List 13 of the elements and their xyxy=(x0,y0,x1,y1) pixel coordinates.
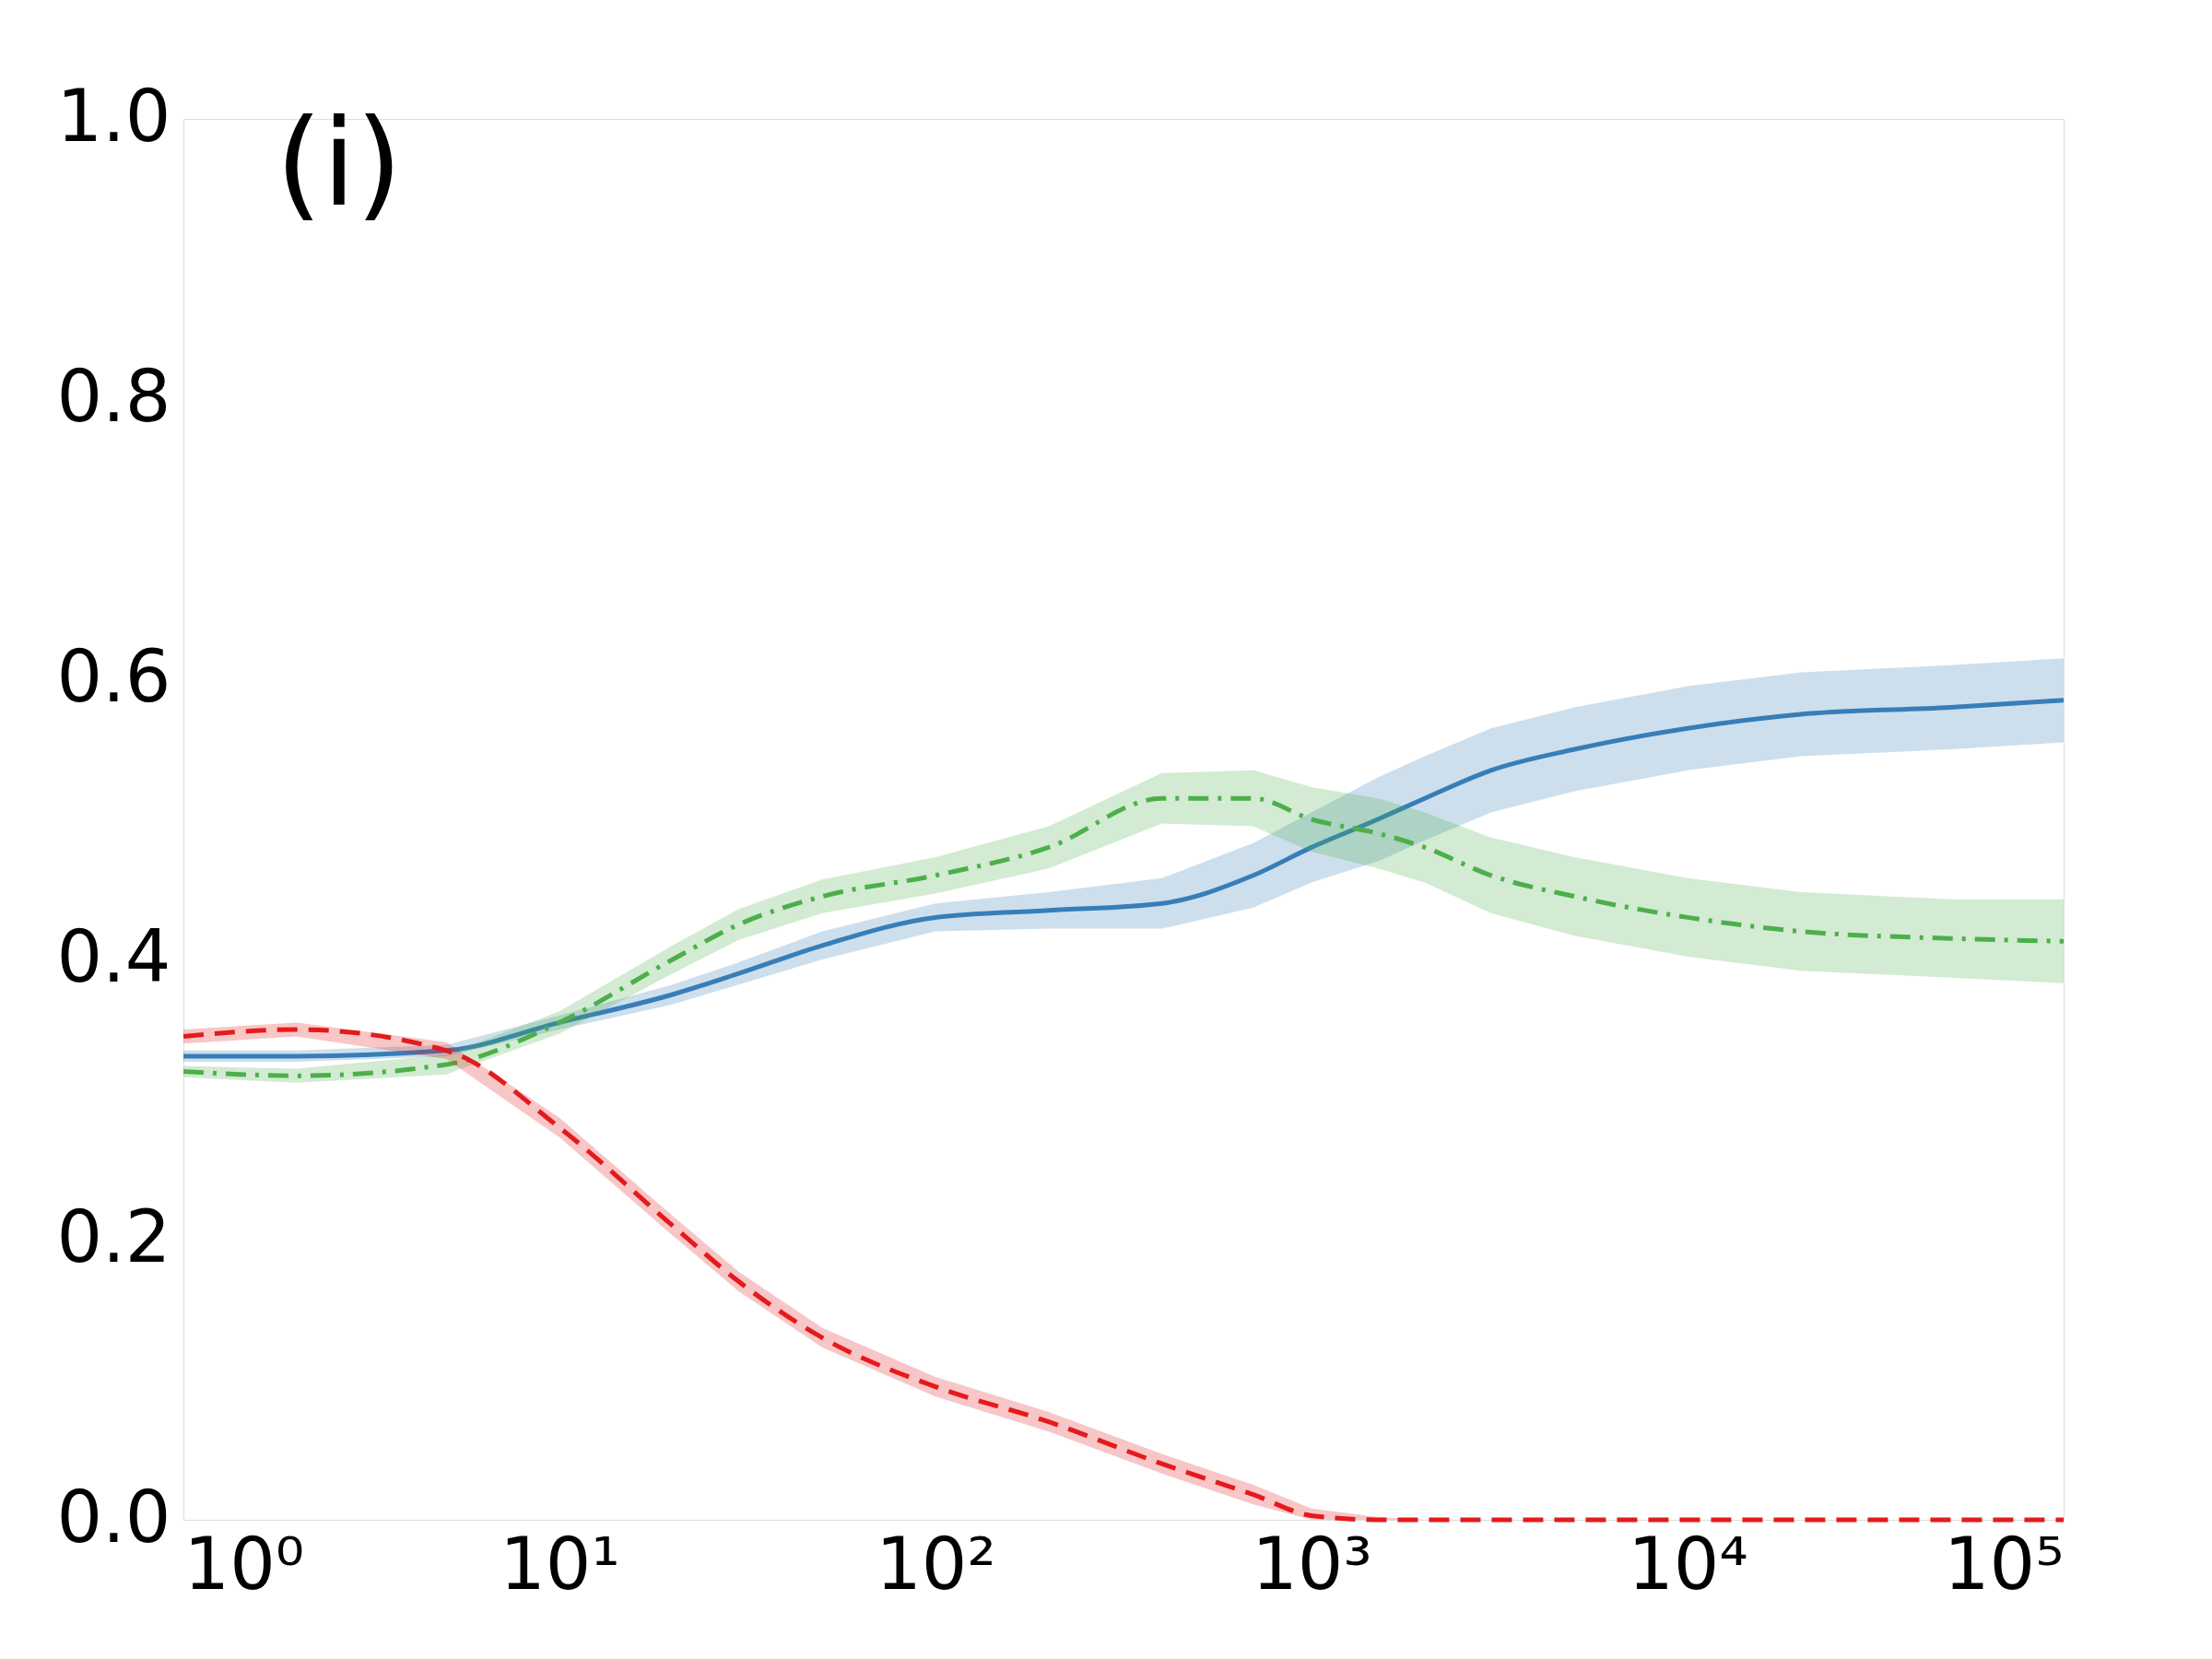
x-tick-label: 10¹ xyxy=(500,1522,620,1606)
x-tick-label: 10⁵ xyxy=(1943,1522,2065,1606)
x-tick-label: 10² xyxy=(876,1522,996,1606)
y-tick-label: 0.8 xyxy=(56,354,171,438)
y-tick-label: 0.2 xyxy=(56,1194,171,1278)
x-tick-label: 10⁰ xyxy=(183,1522,305,1606)
y-tick-label: 0.0 xyxy=(56,1475,171,1559)
y-tick-label: 0.4 xyxy=(56,914,171,998)
y-tick-label: 0.6 xyxy=(56,634,171,718)
y-tick-label: 1.0 xyxy=(56,74,171,158)
x-tick-label: 10³ xyxy=(1252,1522,1372,1606)
x-tick-label: 10⁴ xyxy=(1628,1522,1748,1606)
annotation: (i) xyxy=(276,93,403,233)
